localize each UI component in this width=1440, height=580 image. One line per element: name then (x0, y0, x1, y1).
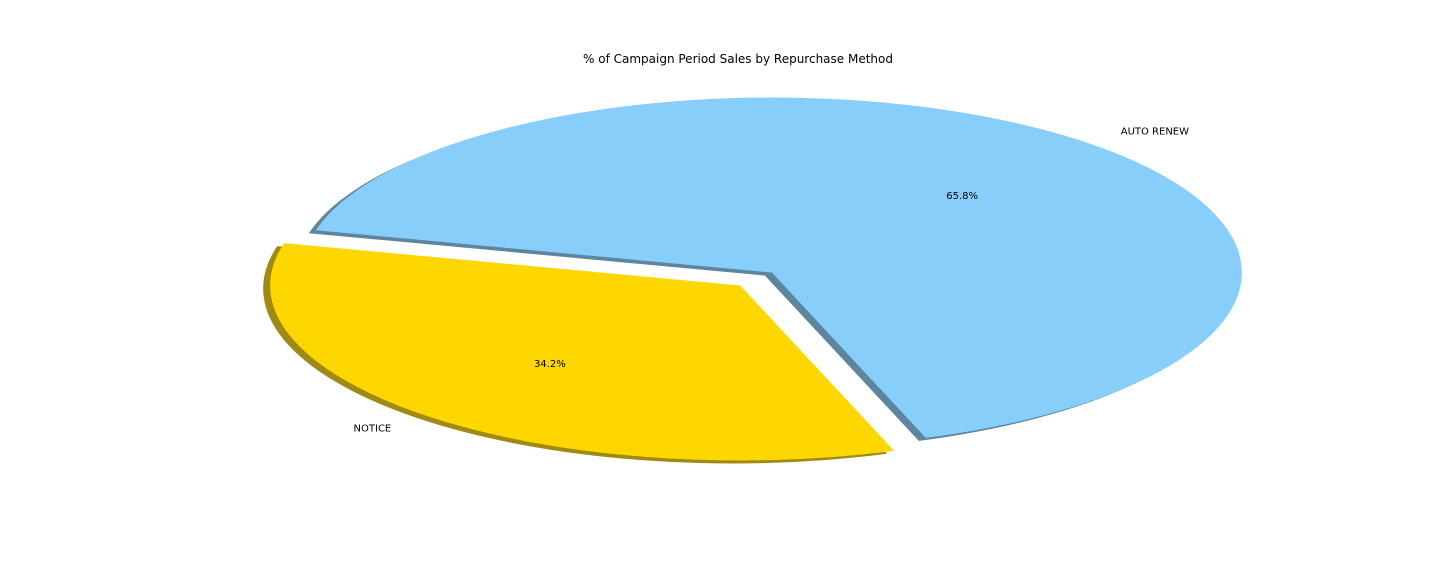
pct-label-notice: 34.2% (534, 359, 566, 370)
label-layer: 34.2% NOTICE 65.8% AUTO RENEW (354, 126, 1190, 434)
slice-label-notice: NOTICE (354, 424, 392, 435)
slice-layer (270, 97, 1242, 461)
pct-label-auto-renew: 65.8% (946, 191, 978, 202)
chart-title: % of Campaign Period Sales by Repurchase… (583, 52, 893, 66)
pie-slice-notice (270, 243, 895, 461)
pie-slice-auto-renew (315, 97, 1242, 438)
slice-label-auto-renew: AUTO RENEW (1121, 126, 1189, 137)
